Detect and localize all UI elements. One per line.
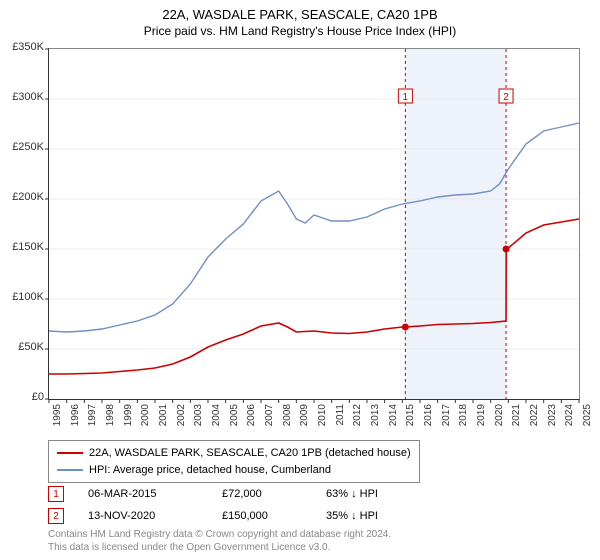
x-tick-label: 2007 [264,404,275,434]
legend-row-price: 22A, WASDALE PARK, SEASCALE, CA20 1PB (d… [57,445,411,462]
sale-hpi-1: 63% ↓ HPI [326,488,426,500]
x-tick-label: 2019 [476,404,487,434]
x-tick-label: 1999 [123,404,134,434]
sale-row-1: 1 06-MAR-2015 £72,000 63% ↓ HPI [48,486,426,502]
footer-attribution: Contains HM Land Registry data © Crown c… [48,528,391,554]
y-tick-label: £50K [0,341,44,353]
sale-badge-1: 1 [48,486,64,502]
x-tick-label: 2025 [582,404,593,434]
chart-subtitle: Price paid vs. HM Land Registry's House … [0,24,600,42]
x-tick-label: 1998 [105,404,116,434]
legend-label-price: 22A, WASDALE PARK, SEASCALE, CA20 1PB (d… [89,445,411,462]
x-tick-label: 2016 [423,404,434,434]
y-tick-label: £150K [0,241,44,253]
sale-badge-2-num: 2 [53,511,59,522]
sale-hpi-2: 35% ↓ HPI [326,510,426,522]
x-tick-label: 2004 [211,404,222,434]
y-tick-label: £0 [0,391,44,403]
x-tick-label: 2003 [193,404,204,434]
x-tick-label: 1995 [52,404,63,434]
x-tick-label: 2006 [246,404,257,434]
x-tick-label: 2021 [511,404,522,434]
sale-price-1: £72,000 [222,488,302,500]
sale-price-2: £150,000 [222,510,302,522]
legend-swatch-price [57,452,83,454]
svg-text:1: 1 [403,92,409,103]
legend-row-hpi: HPI: Average price, detached house, Cumb… [57,462,411,479]
sale-date-2: 13-NOV-2020 [88,510,198,522]
x-tick-label: 2013 [370,404,381,434]
x-tick-label: 2014 [388,404,399,434]
x-tick-label: 2010 [317,404,328,434]
chart-plot-area: 12 [48,48,580,400]
x-tick-label: 2002 [176,404,187,434]
sale-row-2: 2 13-NOV-2020 £150,000 35% ↓ HPI [48,508,426,524]
x-tick-label: 2000 [140,404,151,434]
x-tick-label: 2018 [458,404,469,434]
y-tick-label: £100K [0,291,44,303]
legend-label-hpi: HPI: Average price, detached house, Cumb… [89,462,331,479]
x-tick-label: 2017 [441,404,452,434]
x-tick-label: 2024 [564,404,575,434]
x-tick-label: 2023 [547,404,558,434]
chart-title: 22A, WASDALE PARK, SEASCALE, CA20 1PB [0,0,600,24]
x-tick-label: 2020 [494,404,505,434]
x-tick-label: 2022 [529,404,540,434]
x-tick-label: 1997 [87,404,98,434]
footer-line-1: Contains HM Land Registry data © Crown c… [48,528,391,541]
svg-text:2: 2 [503,92,509,103]
chart-container: 22A, WASDALE PARK, SEASCALE, CA20 1PB Pr… [0,0,600,560]
footer-line-2: This data is licensed under the Open Gov… [48,541,391,554]
sale-badge-1-num: 1 [53,489,59,500]
x-tick-label: 2001 [158,404,169,434]
x-tick-label: 2008 [282,404,293,434]
sale-badge-2: 2 [48,508,64,524]
chart-svg: 12 [49,49,579,399]
x-tick-label: 2005 [229,404,240,434]
legend: 22A, WASDALE PARK, SEASCALE, CA20 1PB (d… [48,440,420,483]
sale-date-1: 06-MAR-2015 [88,488,198,500]
x-tick-label: 2015 [405,404,416,434]
x-tick-label: 1996 [70,404,81,434]
y-tick-label: £350K [0,41,44,53]
legend-swatch-hpi [57,469,83,471]
x-tick-label: 2009 [299,404,310,434]
x-tick-label: 2011 [335,404,346,434]
y-tick-label: £300K [0,91,44,103]
y-tick-label: £200K [0,191,44,203]
y-tick-label: £250K [0,141,44,153]
x-tick-label: 2012 [352,404,363,434]
